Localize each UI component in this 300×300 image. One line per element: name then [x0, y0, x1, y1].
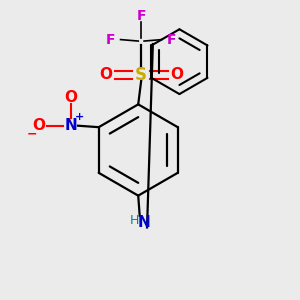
Text: S: S [135, 66, 147, 84]
Text: +: + [75, 112, 84, 122]
Text: O: O [32, 118, 45, 133]
Text: N: N [138, 214, 151, 230]
Text: O: O [170, 68, 183, 82]
Text: N: N [64, 118, 77, 133]
Text: O: O [99, 68, 112, 82]
Text: H: H [130, 214, 139, 227]
Text: F: F [106, 33, 116, 46]
Text: −: − [26, 128, 37, 140]
Text: F: F [167, 33, 176, 46]
Text: F: F [136, 9, 146, 23]
Text: O: O [64, 90, 77, 105]
